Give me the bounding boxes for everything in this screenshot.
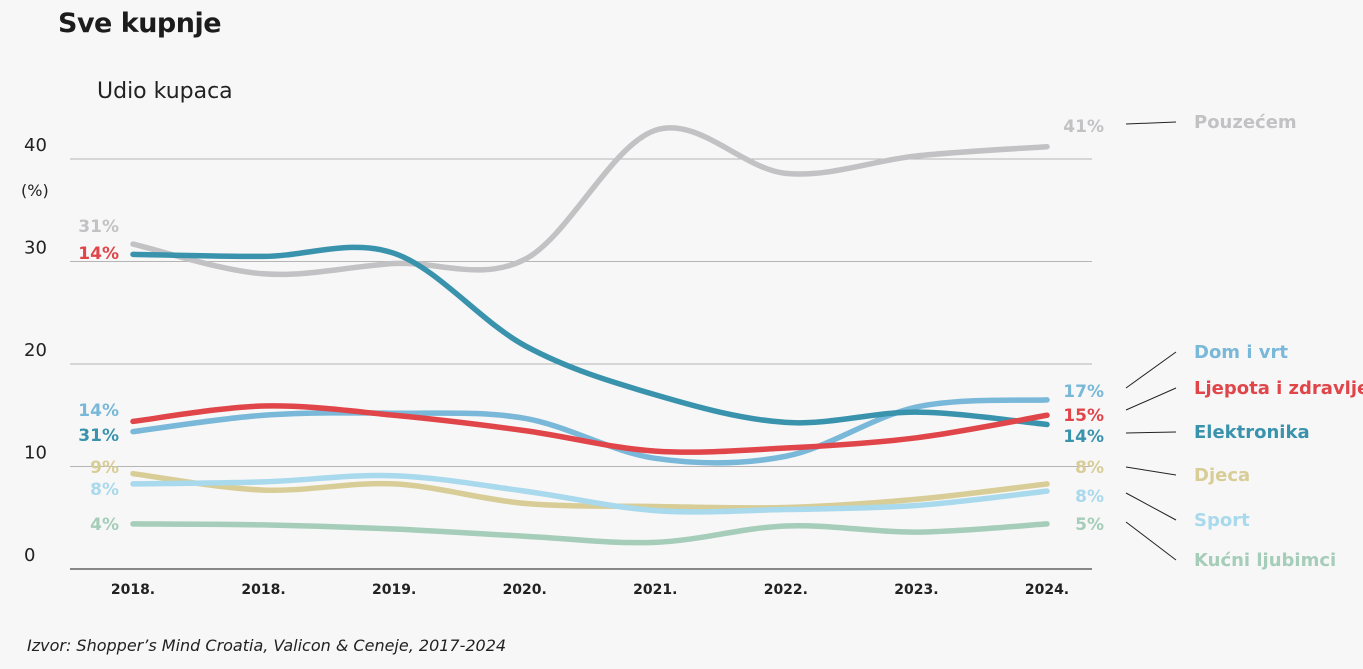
- end-value-label: 14%: [1063, 427, 1104, 447]
- x-tick-label: 2020.: [503, 582, 547, 598]
- end-value-label: 8%: [1075, 458, 1104, 478]
- legend: Pouzećem Dom i vrt Ljepota i zdravlje Elekt…: [1125, 112, 1363, 571]
- end-value-label: 15%: [1063, 406, 1104, 426]
- start-value-label: 4%: [90, 515, 119, 535]
- x-tick-label: 2021.: [633, 582, 677, 598]
- legend-label: Djeca: [1194, 465, 1250, 486]
- y-tick-label: 10: [24, 443, 47, 464]
- series-line: [130, 125, 1050, 278]
- source-note: Izvor: Shopper’s Mind Croatia, Valicon &…: [27, 636, 507, 655]
- legend-connector: [1125, 466, 1177, 476]
- legend-label: Elektronika: [1194, 422, 1310, 443]
- y-axis-unit: (%): [21, 181, 49, 200]
- legend-label: Pouzećem: [1194, 112, 1297, 133]
- legend-label: Kućni ljubimci: [1194, 550, 1336, 571]
- x-tick-label: 2019.: [372, 582, 416, 598]
- y-axis-ticks: 0 10 20 30 40: [24, 135, 47, 566]
- x-axis-ticks: 2018. 2018. 2019. 2020. 2021. 2022. 2023. 2024.: [111, 582, 1069, 598]
- y-axis-label: Udio kupaca: [97, 79, 233, 104]
- legend-connector: [1125, 521, 1177, 561]
- chart-title: Sve kupnje: [58, 8, 222, 39]
- x-tick-label: 2024.: [1025, 582, 1069, 598]
- start-value-label: 31%: [78, 426, 119, 446]
- end-value-label: 17%: [1063, 382, 1104, 402]
- x-tick-label: 2022.: [764, 582, 808, 598]
- legend-connector: [1125, 351, 1177, 389]
- data-labels: 31%41%14%17%14%15%31% 14%9% 8%8% 8%4% 5%: [78, 117, 1104, 535]
- y-tick-label: 0: [24, 545, 35, 566]
- series-line: [130, 472, 1050, 515]
- legend-connector: [1125, 387, 1177, 411]
- y-tick-label: 20: [24, 340, 47, 361]
- series-line: [130, 470, 1050, 511]
- x-tick-label: 2023.: [894, 582, 938, 598]
- series-line: [130, 403, 1050, 455]
- series-lines: [130, 125, 1050, 546]
- x-tick-label: 2018.: [241, 582, 285, 598]
- start-value-label: 8%: [90, 480, 119, 500]
- legend-label: Dom i vrt: [1194, 342, 1288, 363]
- start-value-label: 31%: [78, 217, 119, 237]
- series-line: [130, 397, 1050, 466]
- series-line: [130, 521, 1050, 546]
- start-value-label: 14%: [78, 244, 119, 264]
- y-tick-label: 40: [24, 135, 47, 156]
- legend-label: Sport: [1194, 510, 1250, 531]
- end-value-label: 5%: [1075, 515, 1104, 535]
- grid: [70, 158, 1092, 570]
- y-tick-label: 30: [24, 238, 47, 259]
- end-value-label: 41%: [1063, 117, 1104, 137]
- legend-connector: [1125, 492, 1177, 521]
- legend-connector: [1125, 431, 1177, 434]
- x-tick-label: 2018.: [111, 582, 155, 598]
- legend-label: Ljepota i zdravlje: [1194, 378, 1363, 399]
- end-value-label: 8%: [1075, 487, 1104, 507]
- series-line: [130, 244, 1050, 428]
- start-value-label: 9%: [90, 458, 119, 478]
- start-value-label: 14%: [78, 401, 119, 421]
- legend-connector: [1125, 121, 1177, 125]
